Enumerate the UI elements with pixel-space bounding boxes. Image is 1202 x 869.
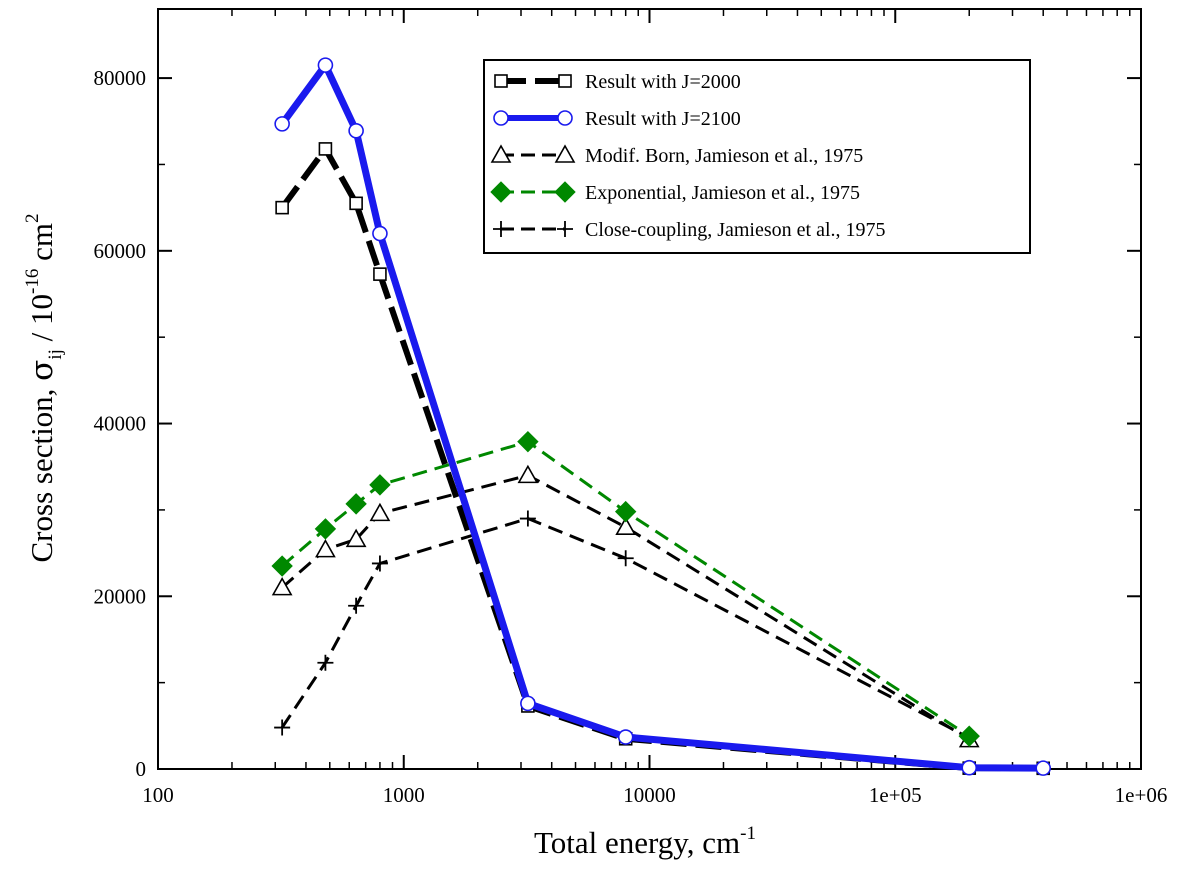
x-tick-label: 1e+06 <box>1115 783 1168 807</box>
legend-marker <box>554 144 576 163</box>
legend-marker <box>554 181 576 203</box>
data-point <box>617 729 634 745</box>
data-point <box>315 539 336 558</box>
data-point <box>349 196 363 211</box>
y-tick-label: 40000 <box>94 412 147 436</box>
y-axis-title-sub: ij <box>45 349 66 360</box>
x-axis-title-main: Total energy, cm <box>534 825 740 860</box>
legend-marker <box>493 110 509 126</box>
data-point <box>615 516 637 535</box>
series-4 <box>274 510 978 746</box>
data-point <box>614 500 637 523</box>
data-point <box>348 597 365 614</box>
legend-marker <box>557 110 573 126</box>
x-tick-label: 1000 <box>383 783 425 807</box>
y-axis-title-mid: / 10 <box>24 294 59 349</box>
legend-marker <box>490 181 512 203</box>
series-group <box>271 57 1052 776</box>
y-axis-title-sigma: σ <box>24 360 60 381</box>
data-point <box>369 502 391 522</box>
x-tick-label: 100 <box>142 783 174 807</box>
y-axis-title-unit: cm <box>24 223 59 269</box>
data-point <box>520 695 536 712</box>
data-point <box>517 430 539 453</box>
data-point <box>345 528 367 548</box>
y-axis-title: Cross section, σij / 10-16 cm2 <box>22 214 66 563</box>
legend-marker <box>557 221 573 237</box>
x-axis-title-sup: -1 <box>740 823 756 844</box>
data-point <box>314 518 337 540</box>
legend-label: Exponential, Jamieson et al., 1975 <box>585 182 860 204</box>
legend-label: Result with J=2100 <box>585 108 741 130</box>
legend-marker <box>558 74 572 88</box>
data-point <box>517 464 539 484</box>
y-axis-title-sup1: -16 <box>22 269 43 294</box>
legend-box <box>483 59 1031 254</box>
legend-label: Result with J=2000 <box>585 71 741 93</box>
legend-marker <box>493 221 509 237</box>
data-point <box>274 719 291 736</box>
data-point <box>371 555 388 572</box>
y-tick-label: 80000 <box>94 66 147 90</box>
series-3 <box>271 430 980 747</box>
y-tick-label: 60000 <box>94 239 147 263</box>
legend-marker <box>490 144 512 163</box>
data-point <box>348 122 364 139</box>
data-point <box>317 57 334 73</box>
legend: Result with J=2000 Result with J=2100 Modi… <box>483 59 1031 254</box>
data-point <box>274 116 290 132</box>
data-point <box>318 142 333 156</box>
data-point <box>345 493 367 515</box>
data-point <box>1035 760 1052 776</box>
data-point <box>271 577 293 596</box>
data-point <box>373 267 387 281</box>
data-point <box>275 200 289 215</box>
x-tick-label: 10000 <box>623 783 676 807</box>
series-1 <box>274 57 1052 776</box>
legend-label: Modif. Born, Jamieson et al., 1975 <box>585 145 863 167</box>
y-tick-label: 0 <box>136 757 147 781</box>
y-tick-label: 20000 <box>94 584 147 608</box>
data-point <box>519 510 536 527</box>
series-line <box>279 61 1044 772</box>
x-tick-label: 1e+05 <box>869 783 922 807</box>
data-point <box>369 474 391 496</box>
data-point <box>958 725 980 747</box>
axis-ticks: 100 1000 10000 1e+05 1e+06 0 20000 40000 60000 80… <box>94 9 1168 807</box>
data-point <box>271 555 293 577</box>
data-point <box>961 759 978 776</box>
x-axis-title: Total energy, cm-1 <box>534 823 756 860</box>
data-point <box>617 550 634 567</box>
legend-marker <box>494 74 508 88</box>
data-point <box>317 654 334 671</box>
y-axis-title-sup2: 2 <box>22 214 43 224</box>
legend-label: Close-coupling, Jamieson et al., 1975 <box>585 219 886 241</box>
data-point <box>372 225 388 242</box>
y-axis-title-main: Cross section, <box>24 381 59 563</box>
